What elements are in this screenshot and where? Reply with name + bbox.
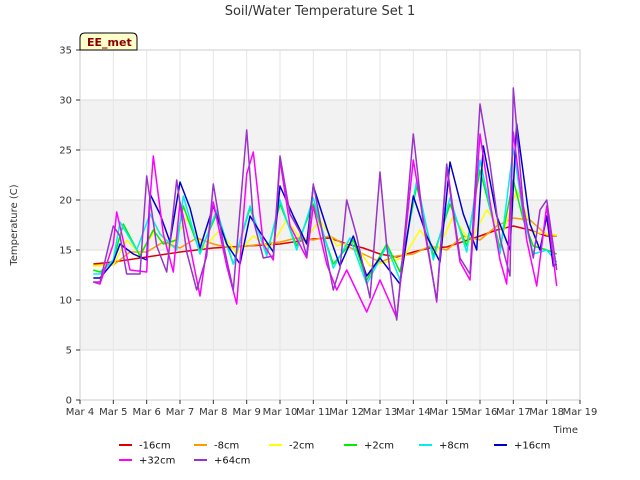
x-tick-label: Mar 13 xyxy=(363,407,398,418)
x-tick-label: Mar 17 xyxy=(496,407,531,418)
legend: -16cm -8cm -2cm +2cm +8cm +16cm +32cm +64cm xyxy=(119,441,550,467)
legend-label-+64cm: +64cm xyxy=(214,456,250,467)
y-tick-label: 20 xyxy=(59,196,72,207)
series-line-+32cm xyxy=(93,131,558,319)
x-tick-label: Mar 8 xyxy=(199,407,227,418)
y-tick-label: 30 xyxy=(59,96,72,107)
x-tick-label: Mar 14 xyxy=(396,407,431,418)
series-layer xyxy=(93,87,558,321)
y-axis-label: Temperature (C) xyxy=(9,184,20,266)
legend-label-+16cm: +16cm xyxy=(514,441,550,452)
x-tick-label: Mar 16 xyxy=(463,407,498,418)
x-tick-label: Mar 6 xyxy=(132,407,160,418)
axes xyxy=(79,49,581,401)
legend-label--8cm: -8cm xyxy=(214,441,239,452)
legend-label--16cm: -16cm xyxy=(139,441,171,452)
x-tick-label: Mar 4 xyxy=(66,407,94,418)
x-tick-label: Mar 15 xyxy=(429,407,464,418)
y-tick-label: 15 xyxy=(59,246,72,257)
legend-label-+8cm: +8cm xyxy=(439,441,469,452)
x-tick-labels: Mar 4 Mar 5 Mar 6 Mar 7 Mar 8 Mar 9 Mar 10Mar … xyxy=(66,400,598,418)
x-tick-label: Mar 19 xyxy=(563,407,598,418)
x-tick-label: Mar 11 xyxy=(296,407,331,418)
y-tick-label: 25 xyxy=(59,146,72,157)
x-tick-label: Mar 9 xyxy=(232,407,260,418)
x-axis-label: Time xyxy=(553,425,578,436)
x-tick-label: Mar 12 xyxy=(329,407,364,418)
station-badge: EE_met xyxy=(79,32,138,51)
grid-band xyxy=(80,300,580,350)
chart-title: Soil/Water Temperature Set 1 xyxy=(225,4,416,19)
legend-label--2cm: -2cm xyxy=(289,441,314,452)
x-tick-label: Mar 18 xyxy=(529,407,564,418)
y-tick-label: 10 xyxy=(59,296,72,307)
y-tick-label: 35 xyxy=(59,46,72,57)
series-line-+64cm xyxy=(93,87,558,321)
x-tick-label: Mar 7 xyxy=(166,407,194,418)
grid-band xyxy=(80,100,580,150)
badge-label: EE_met xyxy=(87,36,132,49)
legend-label-+2cm: +2cm xyxy=(364,441,394,452)
x-tick-label: Mar 5 xyxy=(99,407,127,418)
plot-frame xyxy=(79,49,581,401)
y-tick-label: 5 xyxy=(66,346,72,357)
badge-box xyxy=(79,32,138,51)
y-tick-labels: 0 5 10 15 20 25 30 35 xyxy=(59,46,80,407)
x-tick-label: Mar 10 xyxy=(263,407,298,418)
y-tick-label: 0 xyxy=(66,396,72,407)
legend-label-+32cm: +32cm xyxy=(139,456,175,467)
